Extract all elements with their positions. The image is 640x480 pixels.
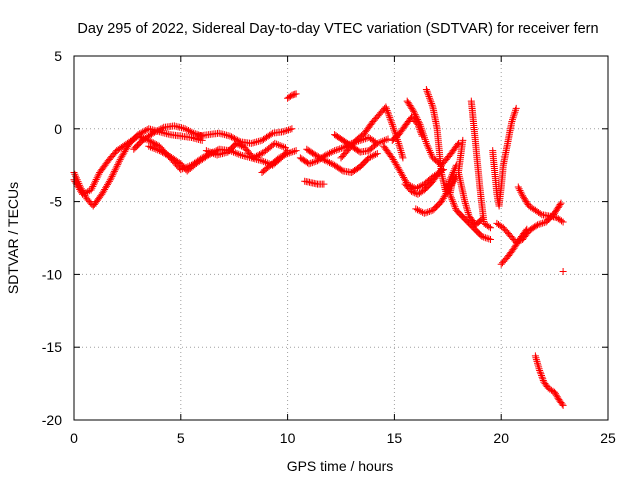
- series-arc-f: [202, 139, 289, 162]
- chart-title: Day 295 of 2022, Sidereal Day-to-day VTE…: [77, 21, 598, 37]
- y-tick-label: 0: [54, 121, 62, 137]
- series-arc-v: [489, 104, 520, 210]
- axis-ticks: 0 5 10 15 20 25 -20 -15 -10 -5 0 5: [42, 48, 616, 446]
- y-axis-label: SDTVAR / TECUs: [5, 182, 21, 294]
- x-tick-label: 20: [493, 430, 509, 446]
- grid: [74, 56, 608, 420]
- data-point-markers: [403, 97, 462, 169]
- data-point-markers: [401, 166, 445, 198]
- y-tick-label: 5: [54, 48, 62, 64]
- data-point-markers: [489, 104, 520, 210]
- data-point-markers: [467, 97, 494, 232]
- y-tick-label: -5: [50, 194, 63, 210]
- data-point-markers: [301, 177, 328, 188]
- data-point-markers: [514, 183, 567, 226]
- series-arc-h: [284, 90, 300, 102]
- data-point-markers: [446, 169, 494, 243]
- data-point-markers: [531, 352, 567, 409]
- data-point-markers: [284, 90, 300, 102]
- x-tick-label: 5: [177, 430, 185, 446]
- data-point-markers: [258, 147, 300, 176]
- plot-frame: [73, 55, 609, 421]
- x-tick-label: 10: [280, 430, 296, 446]
- series-arc-q: [403, 97, 462, 169]
- series-arc-p: [401, 166, 445, 198]
- data-point-markers: [559, 268, 567, 275]
- x-axis-label: GPS time / hours: [287, 458, 394, 474]
- data-point-markers: [194, 125, 296, 147]
- data-point-markers: [497, 225, 531, 268]
- data-point-markers: [202, 139, 289, 162]
- series-arc-e: [194, 125, 296, 147]
- y-tick-label: -10: [42, 266, 62, 282]
- series-arc-c: [130, 122, 206, 153]
- series-arc-ab: [559, 268, 567, 275]
- series-arc-m: [331, 131, 392, 156]
- y-tick-label: -20: [42, 412, 62, 428]
- data-point-markers: [455, 136, 486, 229]
- series-arc-t: [455, 136, 486, 229]
- data-point-markers: [130, 122, 206, 153]
- data-points: [70, 86, 567, 409]
- x-tick-label: 15: [387, 430, 403, 446]
- series-arc-k: [301, 177, 328, 188]
- series-arc-z: [514, 183, 567, 226]
- series-arc-y: [497, 225, 531, 268]
- y-tick-label: -15: [42, 339, 62, 355]
- x-tick-label: 0: [70, 430, 78, 446]
- data-point-markers: [331, 131, 392, 156]
- series-arc-u: [467, 97, 494, 232]
- series-arc-g: [258, 147, 300, 176]
- series-arc-w: [446, 169, 494, 243]
- series-arc-aa: [531, 352, 567, 409]
- x-tick-label: 25: [600, 430, 616, 446]
